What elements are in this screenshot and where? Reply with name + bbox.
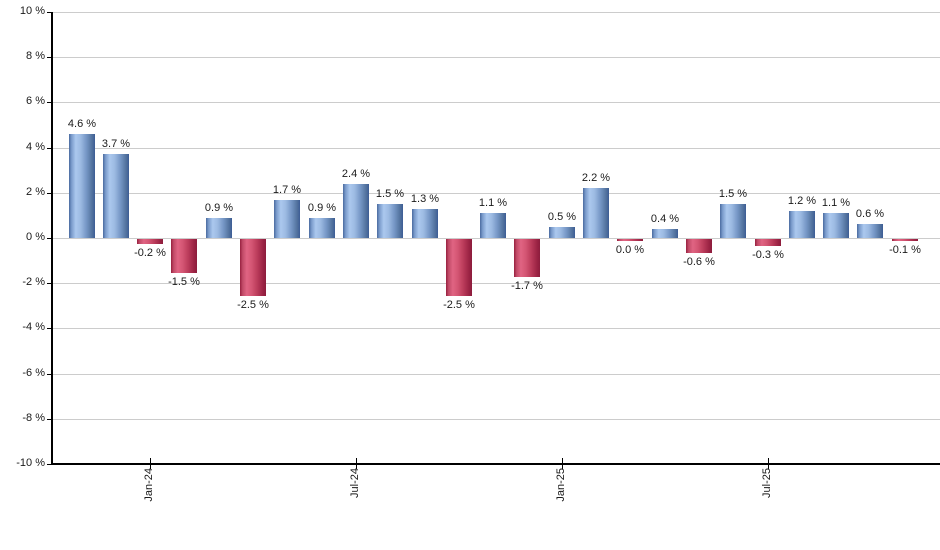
bar [137, 239, 163, 244]
y-tick-mark [47, 328, 51, 329]
y-tick-mark [47, 193, 51, 194]
y-tick-label: -2 % [22, 276, 45, 288]
x-tick-mark [562, 458, 563, 469]
bar-value-label: -2.5 % [443, 299, 475, 311]
bar [617, 239, 643, 241]
bar-value-label: 1.3 % [410, 193, 440, 205]
bar-value-label: -0.6 % [683, 256, 715, 268]
bar [343, 184, 369, 238]
bar-value-label: -2.5 % [237, 299, 269, 311]
y-tick-mark [47, 238, 51, 239]
bar-value-label: 1.7 % [272, 184, 302, 196]
gridline [52, 238, 940, 239]
x-axis-line [51, 463, 940, 465]
x-tick-mark [768, 458, 769, 469]
gridline [52, 148, 940, 149]
gridline [52, 328, 940, 329]
bar-value-label: 0.0 % [615, 244, 645, 256]
y-tick-label: 8 % [26, 50, 45, 62]
bar-value-label: 0.9 % [307, 202, 337, 214]
x-tick-label: Jul-25 [761, 468, 773, 498]
bar-value-label: -0.1 % [889, 244, 921, 256]
bar-value-label: 0.9 % [204, 202, 234, 214]
bar-value-label: 0.5 % [547, 211, 577, 223]
bar-value-label: 1.5 % [375, 188, 405, 200]
bar [857, 224, 883, 238]
bar-value-label: 1.5 % [718, 188, 748, 200]
bar [789, 211, 815, 238]
x-tick-mark [150, 458, 151, 469]
gridline [52, 193, 940, 194]
gridline [52, 283, 940, 284]
y-tick-mark [47, 57, 51, 58]
y-tick-label: -4 % [22, 321, 45, 333]
y-tick-mark [47, 464, 51, 465]
gridline [52, 57, 940, 58]
y-axis-line [51, 12, 53, 464]
bar-value-label: 1.1 % [478, 197, 508, 209]
y-tick-mark [47, 102, 51, 103]
bar [377, 204, 403, 238]
bar-value-label: 2.4 % [341, 168, 371, 180]
bar-value-label: 0.6 % [855, 208, 885, 220]
y-tick-label: -10 % [16, 457, 45, 469]
y-tick-label: 0 % [26, 231, 45, 243]
bar [309, 218, 335, 238]
bar-value-label: 3.7 % [101, 138, 131, 150]
gridline [52, 419, 940, 420]
y-tick-label: -6 % [22, 367, 45, 379]
bar [171, 239, 197, 273]
y-tick-mark [47, 419, 51, 420]
y-tick-label: -8 % [22, 412, 45, 424]
bar [823, 213, 849, 238]
gridline [52, 102, 940, 103]
bar [720, 204, 746, 238]
bar-value-label: -1.5 % [168, 276, 200, 288]
bar [240, 239, 266, 296]
bar [514, 239, 540, 277]
bar-value-label: -0.2 % [134, 247, 166, 259]
bar-value-label: 4.6 % [67, 118, 97, 130]
gridline [52, 374, 940, 375]
bar-value-label: -1.7 % [511, 280, 543, 292]
bar [652, 229, 678, 238]
y-tick-mark [47, 12, 51, 13]
bar [412, 209, 438, 238]
bar [549, 227, 575, 238]
bar [686, 239, 712, 253]
x-tick-label: Jul-24 [349, 468, 361, 498]
y-tick-label: 4 % [26, 141, 45, 153]
bar-value-label: 1.2 % [787, 195, 817, 207]
x-tick-label: Jan-25 [555, 468, 567, 502]
y-tick-mark [47, 148, 51, 149]
bar [583, 188, 609, 238]
bar-value-label: -0.3 % [752, 249, 784, 261]
bar [274, 200, 300, 238]
bar [480, 213, 506, 238]
bar-value-label: 0.4 % [650, 213, 680, 225]
bar [892, 239, 918, 241]
y-tick-label: 6 % [26, 95, 45, 107]
y-tick-mark [47, 374, 51, 375]
y-tick-mark [47, 283, 51, 284]
gridline [52, 12, 940, 13]
bar-value-label: 2.2 % [581, 172, 611, 184]
x-tick-label: Jan-24 [143, 468, 155, 502]
y-tick-label: 10 % [19, 5, 45, 17]
bar [206, 218, 232, 238]
bar [755, 239, 781, 246]
bar [103, 154, 129, 238]
bar-value-label: 1.1 % [821, 197, 851, 209]
bar [69, 134, 95, 238]
y-tick-label: 2 % [26, 186, 45, 198]
x-tick-mark [356, 458, 357, 469]
bar [446, 239, 472, 296]
